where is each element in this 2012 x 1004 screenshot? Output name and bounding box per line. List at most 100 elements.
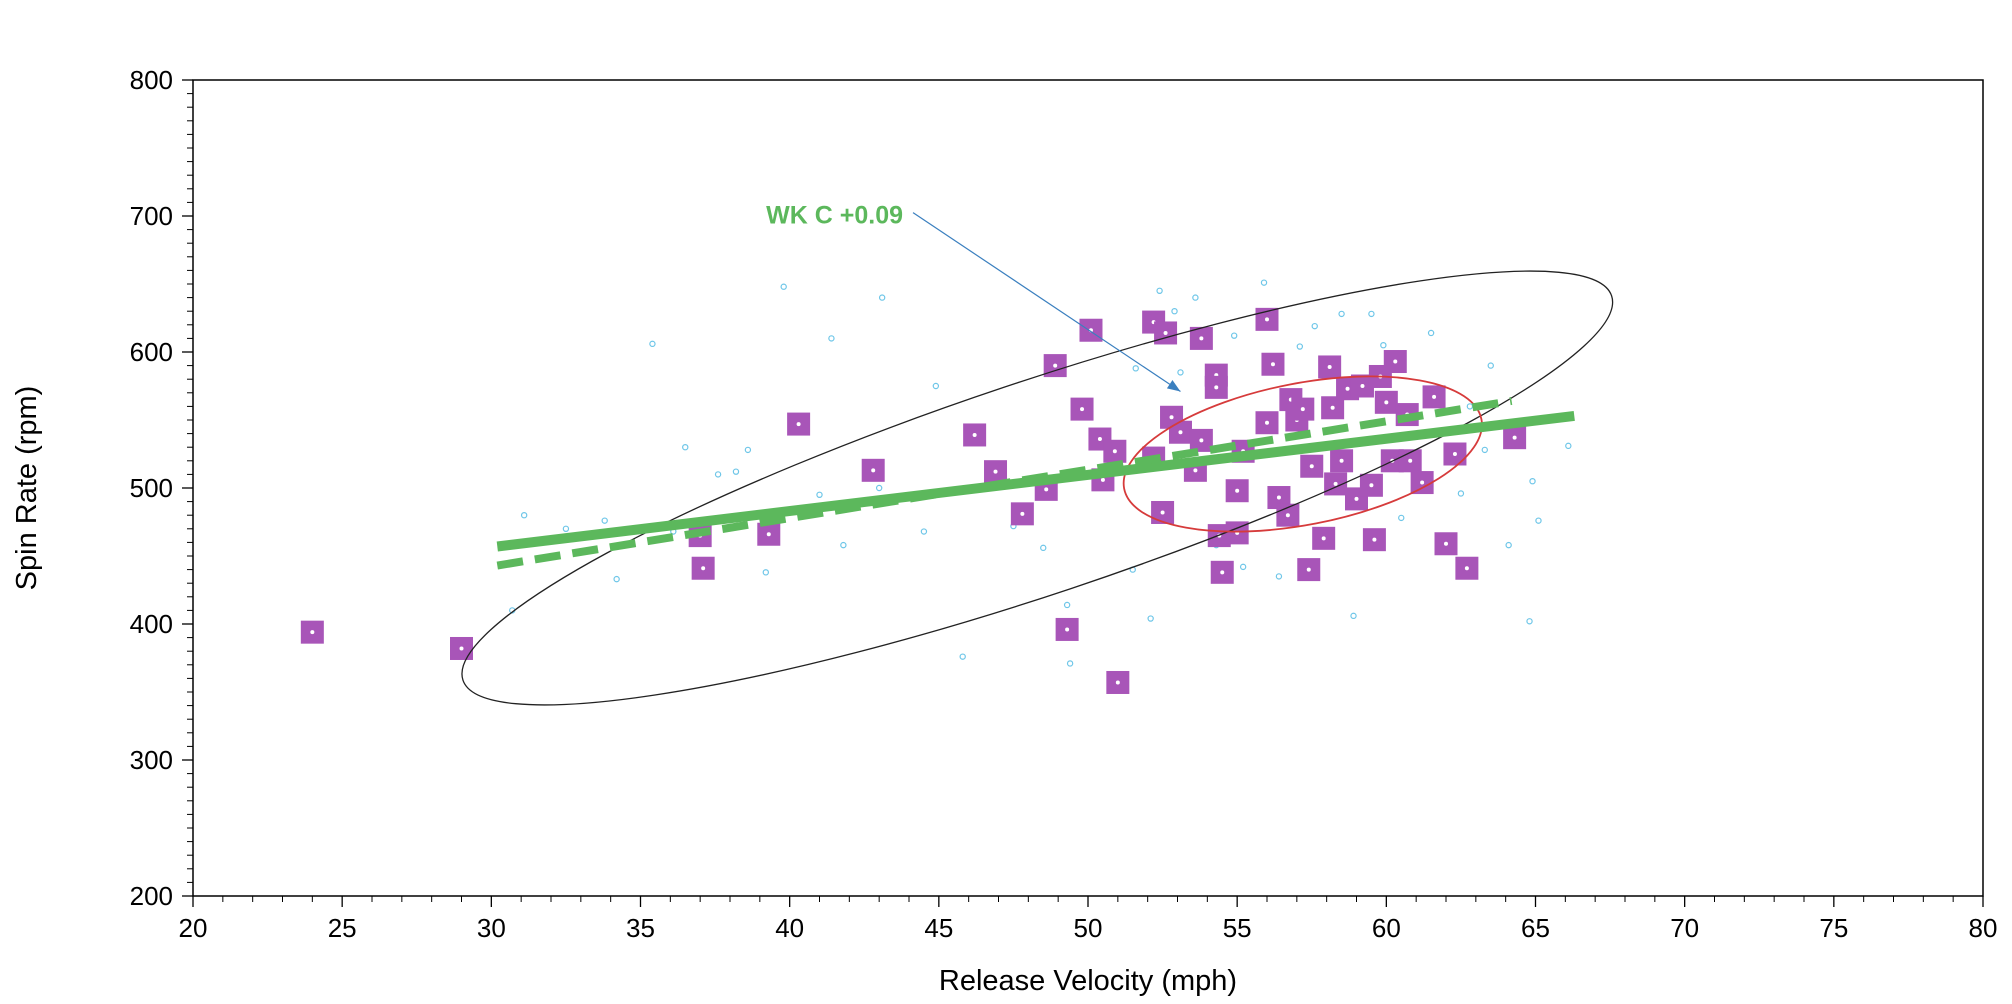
highlighted-point-center: [1193, 468, 1198, 473]
background-point: [1171, 308, 1178, 315]
y-tick-label: 300: [130, 745, 173, 775]
background-point: [1427, 329, 1435, 337]
highlighted-point-center: [1464, 566, 1469, 571]
highlighted-point-center: [1160, 510, 1165, 515]
highlighted-point-center: [1300, 407, 1305, 412]
background-point: [613, 575, 620, 583]
background-point: [649, 340, 656, 348]
plot-area: [192, 79, 1984, 897]
x-tick-labels: 20 25 30 35 40 45 50 55 60 65 70 75 80: [179, 913, 1998, 943]
annotation-arrow: [912, 212, 1181, 392]
background-point: [1338, 310, 1345, 318]
highlighted-point-center: [1369, 483, 1374, 488]
highlighted-point-center: [796, 422, 801, 427]
background-point: [1040, 544, 1047, 552]
y-tick-label: 200: [130, 881, 173, 911]
x-tick-label: 70: [1670, 913, 1699, 943]
x-tick-label: 35: [626, 913, 655, 943]
highlighted-point-center: [1306, 567, 1311, 572]
background-point: [1132, 365, 1139, 372]
background-point: [1380, 342, 1387, 349]
highlighted-point-center: [1199, 438, 1204, 443]
background-point: [1457, 490, 1465, 497]
background-point: [1398, 514, 1405, 522]
highlighted-point-center: [1309, 464, 1314, 469]
background-point: [1529, 478, 1536, 485]
background-point: [520, 512, 528, 519]
highlighted-point-center: [1115, 680, 1120, 685]
annotation-arrowhead: [1166, 380, 1181, 392]
highlighted-point-center: [1214, 385, 1219, 390]
background-point: [562, 525, 570, 533]
highlighted-point-center: [1432, 394, 1437, 399]
highlighted-point-center: [1220, 570, 1225, 575]
highlighted-point-center: [1452, 452, 1457, 456]
background-point: [682, 444, 689, 451]
plot-content: WK C +0.09: [300, 202, 1614, 706]
highlighted-point-center: [1372, 537, 1377, 542]
y-tick-label: 500: [130, 473, 173, 503]
background-point: [1177, 369, 1184, 376]
background-point: [840, 541, 847, 549]
x-tick-label: 55: [1223, 913, 1252, 943]
background-point: [878, 294, 886, 301]
highlighted-point-center: [1354, 496, 1359, 501]
highlighted-point-center: [1163, 330, 1168, 335]
background-point: [875, 484, 883, 492]
background-point: [1505, 541, 1512, 549]
highlighted-point-center: [1020, 511, 1025, 516]
highlighted-point-center: [871, 468, 876, 473]
background-point: [1487, 362, 1494, 369]
x-tick-label: 30: [477, 913, 506, 943]
major-ticks: [182, 79, 1984, 907]
y-tick-labels: 200 300 400 500 600 700 800: [130, 65, 173, 911]
highlighted-point-center: [1321, 536, 1326, 541]
background-point: [932, 382, 940, 390]
background-point: [1239, 563, 1247, 571]
background-point: [1565, 442, 1572, 450]
y-tick-label: 800: [130, 65, 173, 95]
highlighted-point-center: [1199, 336, 1204, 341]
x-tick-label: 25: [328, 913, 357, 943]
highlighted-point-center: [1265, 420, 1269, 425]
background-point: [714, 471, 722, 478]
background-point: [1296, 343, 1304, 350]
background-point: [601, 517, 608, 524]
highlighted-point-center: [1444, 541, 1448, 546]
highlighted-point-center: [1345, 386, 1350, 391]
highlighted-point-center: [766, 532, 771, 537]
highlighted-point-center: [1100, 477, 1105, 482]
background-point: [1260, 279, 1268, 286]
outer-ellipse: [461, 270, 1614, 706]
y-tick-label: 400: [130, 609, 173, 639]
highlighted-point-center: [1339, 458, 1344, 463]
background-point: [920, 528, 928, 535]
background-point: [1156, 287, 1163, 294]
highlighted-point-center: [1285, 513, 1290, 518]
highlighted-point-center: [1393, 359, 1398, 364]
background-point: [1192, 294, 1199, 301]
annotation-label: WK C +0.09: [766, 202, 903, 230]
inner-ellipse: [1122, 375, 1483, 533]
highlighted-point-center: [1097, 437, 1102, 442]
background-point: [1481, 446, 1488, 454]
x-tick-label: 60: [1372, 913, 1401, 943]
background-point: [1311, 322, 1318, 330]
background-point: [816, 491, 823, 498]
y-tick-label: 700: [130, 201, 173, 231]
background-point: [1368, 310, 1375, 318]
background-point: [959, 653, 966, 660]
background-point: [828, 335, 835, 342]
highlighted-point-center: [1265, 317, 1269, 322]
background-point: [780, 283, 787, 290]
background-point: [1535, 517, 1542, 524]
x-tick-label: 45: [924, 913, 953, 943]
background-point: [762, 569, 770, 576]
background-point: [1275, 573, 1283, 580]
highlighted-point-center: [701, 566, 706, 571]
highlighted-point-center: [1330, 405, 1335, 410]
background-point: [1066, 660, 1074, 667]
background-point: [1147, 615, 1154, 622]
x-tick-label: 20: [179, 913, 208, 943]
